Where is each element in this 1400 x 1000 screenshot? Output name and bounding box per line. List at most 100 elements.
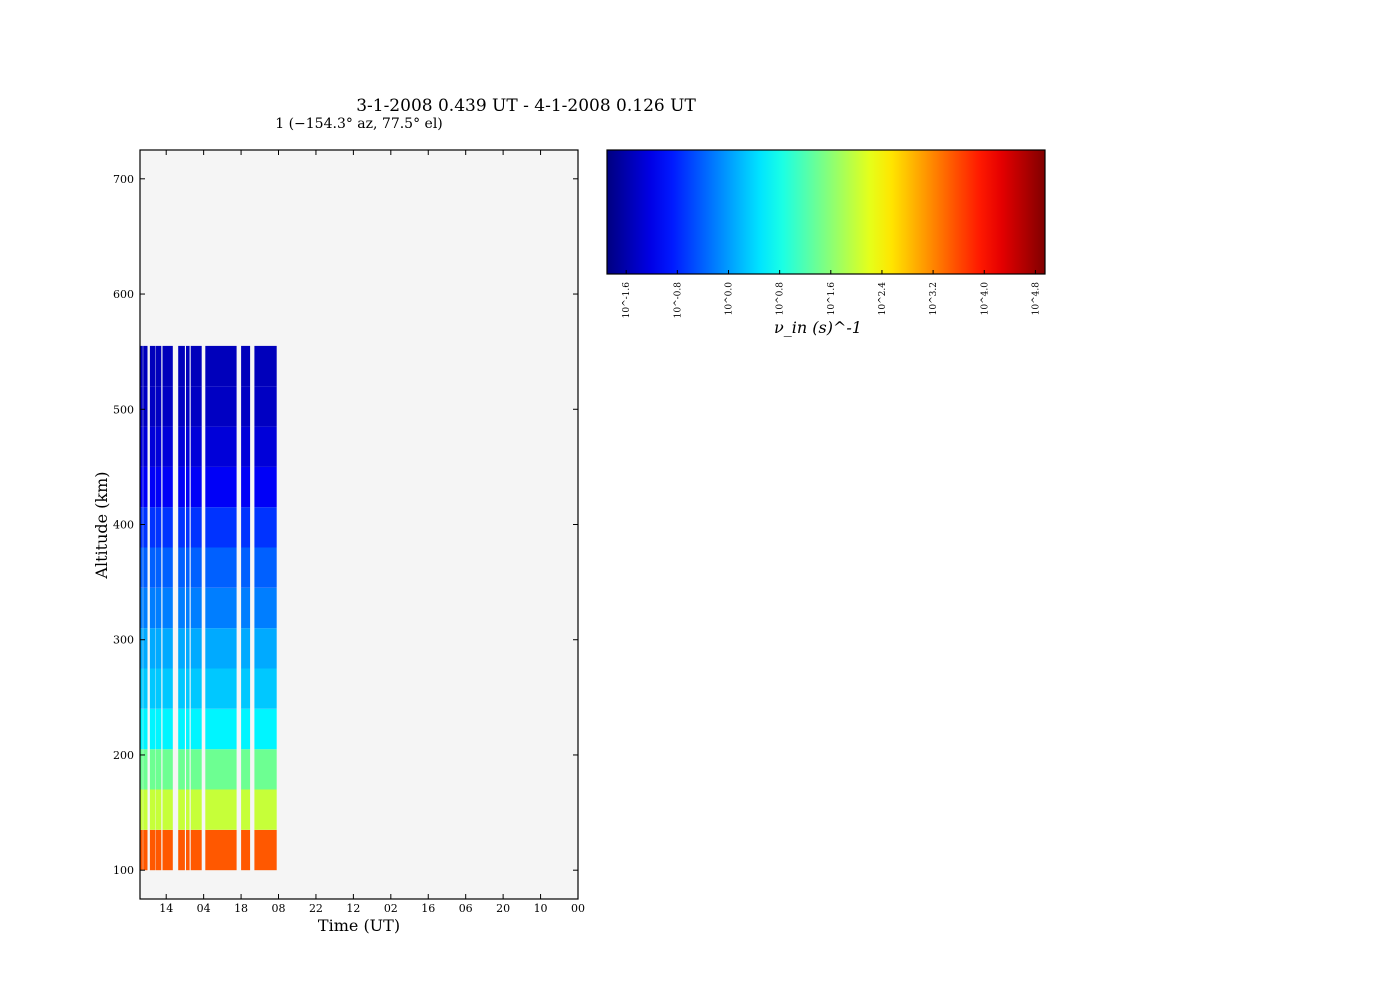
y-tick-label: 700 xyxy=(113,173,134,186)
heatmap-cell xyxy=(149,749,156,790)
heatmap-cell xyxy=(162,829,173,871)
heatmap-cell xyxy=(186,829,190,871)
heatmap-cell xyxy=(178,466,185,508)
heatmap-cell xyxy=(149,789,156,830)
heatmap-cell xyxy=(155,708,162,750)
heatmap-cell xyxy=(205,426,237,467)
heatmap-cell xyxy=(254,547,277,588)
heatmap-cell xyxy=(190,628,202,669)
heatmap-cell xyxy=(143,668,148,709)
heatmap-cell xyxy=(162,628,173,669)
y-tick-label: 400 xyxy=(113,519,134,532)
heatmap-cell xyxy=(178,708,185,750)
heatmap-cell xyxy=(149,466,156,508)
heatmap-cell xyxy=(241,789,251,830)
heatmap-cell xyxy=(162,466,173,508)
heatmap-cell xyxy=(140,749,143,790)
colorbar-tick-label: 10^0.0 xyxy=(724,282,734,316)
heatmap-cell xyxy=(186,668,190,709)
heatmap-cell xyxy=(155,547,162,588)
heatmap-cell xyxy=(205,466,237,508)
y-tick-label: 500 xyxy=(113,403,134,416)
heatmap-cell xyxy=(178,668,185,709)
heatmap-cell xyxy=(178,749,185,790)
heatmap-cell xyxy=(155,426,162,467)
heatmap-cell xyxy=(143,466,148,508)
heatmap-cell xyxy=(162,426,173,467)
heatmap-cell xyxy=(254,507,277,548)
y-tick-label: 600 xyxy=(113,288,134,301)
y-axis-label: Altitude (km) xyxy=(92,471,111,579)
x-tick-label: 14 xyxy=(159,902,173,915)
heatmap-cell xyxy=(178,507,185,548)
heatmap-cell xyxy=(162,708,173,750)
heatmap-cell xyxy=(155,668,162,709)
colorbar xyxy=(607,150,1045,274)
heatmap-cell xyxy=(254,386,277,427)
heatmap-cell xyxy=(254,789,277,830)
chart-subtitle: 1 (−154.3° az, 77.5° el) xyxy=(275,116,443,132)
heatmap-cell xyxy=(162,507,173,548)
heatmap-cell xyxy=(186,426,190,467)
heatmap-cell xyxy=(186,345,190,387)
heatmap-cell xyxy=(186,587,190,629)
heatmap-cell xyxy=(190,507,202,548)
x-tick-label: 20 xyxy=(496,902,510,915)
heatmap-cell xyxy=(241,708,251,750)
x-tick-label: 06 xyxy=(459,902,473,915)
heatmap-cell xyxy=(149,668,156,709)
heatmap-cell xyxy=(178,829,185,871)
heatmap-cell xyxy=(205,547,237,588)
heatmap-cell xyxy=(155,628,162,669)
heatmap-cell xyxy=(190,426,202,467)
heatmap-cell xyxy=(155,749,162,790)
heatmap-cell xyxy=(143,507,148,548)
heatmap-cell xyxy=(178,587,185,629)
heatmap-cell xyxy=(143,386,148,427)
heatmap-cell xyxy=(205,628,237,669)
heatmap-cell xyxy=(140,507,143,548)
heatmap-cell xyxy=(241,829,251,871)
heatmap-cell xyxy=(149,426,156,467)
heatmap-cell xyxy=(254,587,277,629)
heatmap-cell xyxy=(254,628,277,669)
colorbar-frame xyxy=(606,149,1046,275)
heatmap-cell xyxy=(178,345,185,387)
y-tick-label: 100 xyxy=(113,864,134,877)
heatmap-cell xyxy=(178,426,185,467)
heatmap-cell xyxy=(241,466,251,508)
heatmap-cell xyxy=(140,386,143,427)
heatmap-cell xyxy=(186,628,190,669)
heatmap-cell xyxy=(178,628,185,669)
x-tick-label: 22 xyxy=(309,902,323,915)
heatmap-cell xyxy=(205,708,237,750)
heatmap-cell xyxy=(241,749,251,790)
x-tick-label: 18 xyxy=(234,902,248,915)
heatmap-cell xyxy=(140,789,143,830)
heatmap-cell xyxy=(149,708,156,750)
heatmap-cell xyxy=(155,829,162,871)
heatmap-cell xyxy=(178,547,185,588)
heatmap-cell xyxy=(178,386,185,427)
heatmap-cell xyxy=(140,668,143,709)
heatmap-cell xyxy=(190,668,202,709)
heatmap-cell xyxy=(190,829,202,871)
heatmap-cell xyxy=(241,386,251,427)
heatmap-cell xyxy=(186,507,190,548)
x-axis-ticks: 14 04 18 08 22 12 02 16 06 20 10 00 xyxy=(159,150,585,915)
heatmap-cell xyxy=(143,749,148,790)
heatmap-cell xyxy=(155,789,162,830)
heatmap-cell xyxy=(205,587,237,629)
x-axis-label: Time (UT) xyxy=(318,916,400,935)
heatmap-cell xyxy=(254,466,277,508)
colorbar-tick-label: 10^2.4 xyxy=(878,282,888,316)
x-tick-label: 16 xyxy=(421,902,435,915)
heatmap-cell xyxy=(143,708,148,750)
chart-title: 3-1-2008 0.439 UT - 4-1-2008 0.126 UT xyxy=(356,96,696,116)
heatmap-cell xyxy=(149,345,156,387)
heatmap-cell xyxy=(205,507,237,548)
heatmap-cell xyxy=(190,749,202,790)
x-tick-label: 10 xyxy=(534,902,548,915)
y-tick-label: 300 xyxy=(113,634,134,647)
